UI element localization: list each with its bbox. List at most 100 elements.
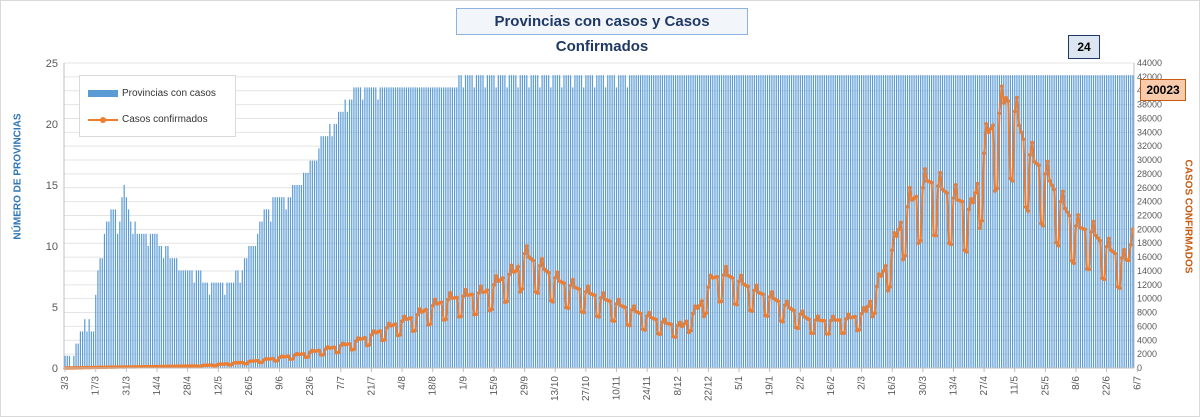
line-point — [960, 199, 965, 204]
bar — [338, 111, 340, 369]
bar — [758, 75, 760, 368]
bar — [992, 75, 994, 368]
bar — [412, 87, 414, 369]
line-point — [336, 350, 341, 355]
line-point — [798, 312, 803, 317]
bar — [666, 75, 668, 368]
line-point — [1058, 199, 1063, 204]
bar — [515, 75, 517, 368]
bar — [839, 75, 841, 368]
x-tick-label: 14/4 — [152, 376, 163, 396]
bar — [858, 75, 860, 368]
bar — [740, 75, 742, 368]
bar — [138, 233, 141, 368]
line-point — [555, 270, 560, 274]
bar — [97, 270, 99, 368]
bar — [583, 87, 585, 369]
line-point — [409, 315, 413, 320]
x-tick-label: 30/3 — [918, 376, 929, 396]
bar — [165, 246, 167, 368]
line-point — [684, 319, 689, 324]
bar — [1057, 75, 1060, 368]
bar — [797, 75, 799, 368]
bar — [731, 75, 734, 368]
line-point — [682, 322, 687, 326]
line-point — [977, 226, 982, 231]
bar — [600, 75, 602, 368]
line-point — [1093, 233, 1098, 238]
line-point — [597, 315, 601, 319]
bar — [747, 75, 749, 368]
bar — [626, 87, 629, 369]
line-point — [1047, 179, 1052, 183]
bar — [458, 75, 460, 368]
bar — [495, 87, 497, 369]
bar — [567, 75, 569, 368]
bar — [484, 87, 486, 369]
chart-title: Provincias con casos y Casos Confirmados — [456, 8, 748, 55]
bar — [799, 75, 801, 368]
bar — [342, 111, 344, 369]
legend-item-casos: Casos confirmados — [88, 114, 208, 125]
bar — [254, 246, 257, 368]
bar — [1031, 75, 1033, 368]
bar — [1001, 75, 1003, 368]
line-point — [861, 305, 866, 310]
bar — [309, 160, 311, 368]
bar — [720, 75, 723, 368]
bar — [418, 87, 421, 369]
x-tick-label: 16/2 — [826, 376, 837, 396]
bar — [806, 75, 808, 368]
bar — [77, 343, 79, 368]
bar — [276, 197, 278, 368]
bar — [876, 75, 878, 368]
bar — [162, 258, 165, 368]
bar — [467, 75, 469, 368]
line-point — [1006, 99, 1010, 103]
bar — [1036, 75, 1038, 368]
bar — [917, 75, 920, 368]
bar — [1005, 75, 1007, 368]
bar — [836, 75, 839, 368]
line-point — [879, 274, 884, 278]
line-point — [1067, 213, 1072, 218]
y-left-tick-label: 10 — [46, 241, 58, 253]
bar — [889, 75, 891, 368]
bar — [156, 233, 158, 368]
bar — [359, 87, 362, 369]
line-point — [444, 317, 448, 322]
line-point — [1026, 208, 1030, 213]
bar — [1095, 75, 1097, 368]
bar — [983, 75, 985, 368]
line-point — [1030, 140, 1035, 145]
bar — [742, 75, 745, 368]
line-point — [638, 311, 643, 316]
line-point — [507, 272, 512, 277]
line-point — [1126, 258, 1131, 263]
bar — [850, 75, 852, 368]
bar — [773, 75, 775, 368]
bar — [147, 246, 149, 368]
bar — [456, 87, 458, 369]
y-axis-left-label: NÚMERO DE PROVINCIAS — [12, 113, 24, 240]
bar — [246, 258, 248, 368]
bar — [1088, 75, 1090, 368]
x-tick-label: 3/3 — [60, 376, 71, 390]
bar — [909, 75, 911, 368]
line-point — [516, 264, 520, 269]
bar — [239, 282, 241, 368]
bar — [594, 87, 596, 369]
line-point — [857, 327, 862, 332]
x-tick-label: 27/4 — [979, 376, 990, 396]
bar — [1011, 75, 1014, 368]
bar — [373, 87, 375, 369]
line-point — [905, 205, 910, 209]
bar — [589, 75, 591, 368]
bar — [688, 75, 690, 368]
bar — [443, 87, 445, 369]
bar — [1116, 75, 1119, 368]
bar — [703, 75, 705, 368]
bar — [1084, 75, 1086, 368]
bar — [928, 75, 931, 368]
